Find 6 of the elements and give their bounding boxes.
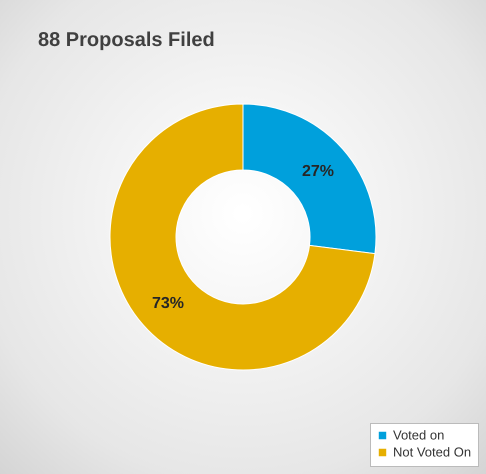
chart-title: 88 Proposals Filed (38, 29, 215, 51)
data-label: 73% (152, 295, 184, 312)
data-label: 27% (302, 162, 334, 180)
donut-slice (110, 104, 376, 370)
legend-label: Voted on (393, 428, 444, 442)
legend-label: Not Voted On (393, 444, 472, 460)
